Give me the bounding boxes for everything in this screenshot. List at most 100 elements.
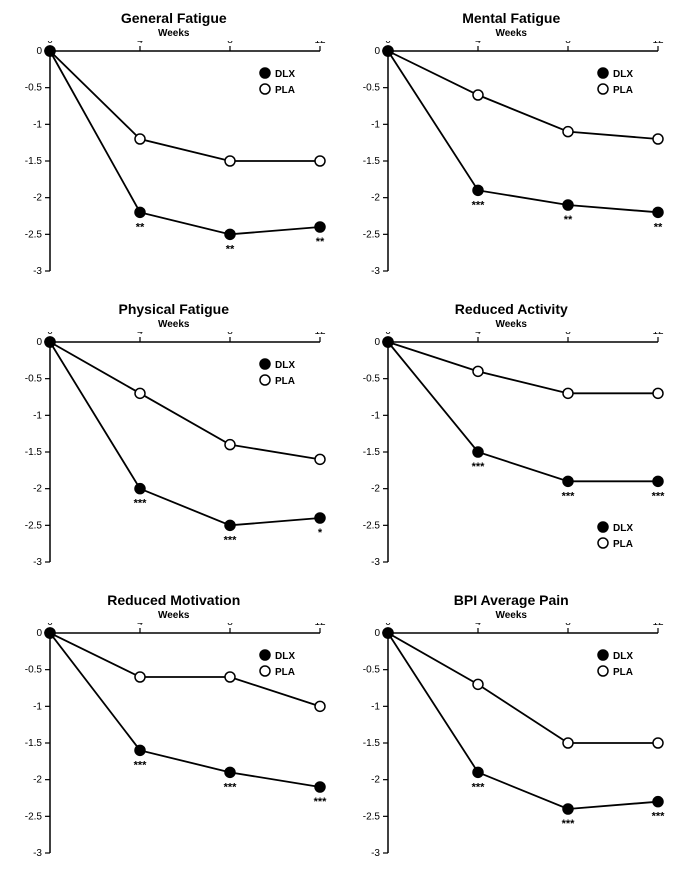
svg-text:0: 0 — [385, 332, 391, 337]
svg-text:0: 0 — [374, 46, 380, 57]
significance-marker: *** — [471, 461, 485, 473]
svg-text:-0.5: -0.5 — [362, 665, 380, 676]
dlx-marker — [653, 207, 663, 217]
svg-text:-1: -1 — [33, 701, 42, 712]
significance-marker: *** — [471, 781, 485, 793]
svg-text:-3: -3 — [33, 848, 42, 859]
pla-marker — [653, 134, 663, 144]
legend-dlx: DLX — [613, 69, 633, 80]
svg-text:-3: -3 — [371, 848, 380, 859]
dlx-marker — [225, 767, 235, 777]
significance-marker: *** — [224, 534, 238, 546]
svg-text:-2: -2 — [33, 193, 42, 204]
svg-text:-3: -3 — [371, 266, 380, 277]
dlx-marker — [45, 337, 55, 347]
dlx-marker — [563, 804, 573, 814]
dlx-marker — [315, 513, 325, 523]
legend-pla: PLA — [275, 85, 295, 96]
significance-marker: * — [318, 527, 323, 539]
dlx-marker — [45, 628, 55, 638]
pla-marker — [315, 454, 325, 464]
chart-panel: Physical FatigueWeeks-3-2.5-2-1.5-1-0.50… — [10, 301, 338, 582]
x-axis-title: Weeks — [10, 610, 338, 621]
chart-panel: General FatigueWeeks-3-2.5-2-1.5-1-0.500… — [10, 10, 338, 291]
pla-marker — [135, 388, 145, 398]
dlx-marker — [563, 476, 573, 486]
dlx-marker — [473, 447, 483, 457]
pla-marker — [473, 90, 483, 100]
significance-marker: *** — [561, 490, 575, 502]
pla-marker — [473, 679, 483, 689]
dlx-marker — [383, 46, 393, 56]
svg-text:-1: -1 — [33, 410, 42, 421]
svg-text:-2: -2 — [371, 775, 380, 786]
significance-marker: ** — [316, 236, 325, 248]
svg-text:-1: -1 — [371, 119, 380, 130]
significance-marker: ** — [226, 243, 235, 255]
svg-text:-3: -3 — [33, 266, 42, 277]
pla-marker — [315, 701, 325, 711]
svg-text:4: 4 — [137, 623, 143, 628]
svg-text:8: 8 — [565, 41, 571, 46]
pla-marker — [653, 738, 663, 748]
legend-dlx: DLX — [613, 523, 633, 534]
dlx-marker — [135, 484, 145, 494]
x-axis-title: Weeks — [348, 28, 676, 39]
svg-text:8: 8 — [227, 332, 233, 337]
svg-text:4: 4 — [475, 332, 481, 337]
svg-text:-2.5: -2.5 — [362, 811, 380, 822]
dlx-marker — [225, 520, 235, 530]
legend-dlx: DLX — [275, 360, 295, 371]
svg-text:12: 12 — [314, 41, 326, 46]
x-axis-title: Weeks — [10, 28, 338, 39]
svg-text:-0.5: -0.5 — [25, 83, 43, 94]
svg-text:4: 4 — [475, 41, 481, 46]
svg-text:8: 8 — [565, 332, 571, 337]
significance-marker: ** — [136, 221, 145, 233]
pla-marker — [225, 156, 235, 166]
svg-text:0: 0 — [36, 628, 42, 639]
svg-text:-2.5: -2.5 — [25, 811, 43, 822]
svg-text:-2.5: -2.5 — [362, 229, 380, 240]
significance-marker: ** — [563, 214, 572, 226]
x-axis-title: Weeks — [348, 610, 676, 621]
svg-text:-2: -2 — [371, 484, 380, 495]
legend-pla: PLA — [275, 667, 295, 678]
chart-plot: -3-2.5-2-1.5-1-0.5004812*******DLXPLA — [348, 41, 668, 291]
dlx-marker — [473, 185, 483, 195]
svg-text:-2.5: -2.5 — [25, 520, 43, 531]
svg-text:-0.5: -0.5 — [25, 665, 43, 676]
dlx-marker — [563, 200, 573, 210]
svg-text:0: 0 — [47, 623, 53, 628]
svg-text:-0.5: -0.5 — [25, 374, 43, 385]
svg-text:-1: -1 — [33, 119, 42, 130]
svg-text:12: 12 — [314, 623, 326, 628]
svg-text:0: 0 — [47, 332, 53, 337]
chart-title: Physical Fatigue — [10, 301, 338, 317]
svg-text:8: 8 — [565, 623, 571, 628]
pla-marker — [135, 672, 145, 682]
chart-plot: -3-2.5-2-1.5-1-0.5004812*******DLXPLA — [10, 332, 330, 582]
svg-text:-0.5: -0.5 — [362, 374, 380, 385]
svg-text:-2: -2 — [33, 484, 42, 495]
chart-panel: Mental FatigueWeeks-3-2.5-2-1.5-1-0.5004… — [348, 10, 676, 291]
x-axis-title: Weeks — [10, 319, 338, 330]
pla-marker — [225, 440, 235, 450]
svg-text:0: 0 — [47, 41, 53, 46]
pla-marker — [135, 134, 145, 144]
svg-text:-1: -1 — [371, 410, 380, 421]
significance-marker: *** — [651, 490, 665, 502]
chart-panel: Reduced ActivityWeeks-3-2.5-2-1.5-1-0.50… — [348, 301, 676, 582]
dlx-marker — [135, 207, 145, 217]
dlx-marker — [225, 229, 235, 239]
significance-marker: *** — [471, 199, 485, 211]
svg-text:0: 0 — [385, 41, 391, 46]
pla-marker — [653, 388, 663, 398]
legend-dlx: DLX — [275, 69, 295, 80]
legend-dlx: DLX — [613, 651, 633, 662]
dlx-marker — [315, 222, 325, 232]
legend-pla: PLA — [613, 667, 633, 678]
dlx-marker — [653, 797, 663, 807]
svg-text:-1.5: -1.5 — [362, 156, 380, 167]
chart-plot: -3-2.5-2-1.5-1-0.5004812*********DLXPLA — [348, 623, 668, 873]
